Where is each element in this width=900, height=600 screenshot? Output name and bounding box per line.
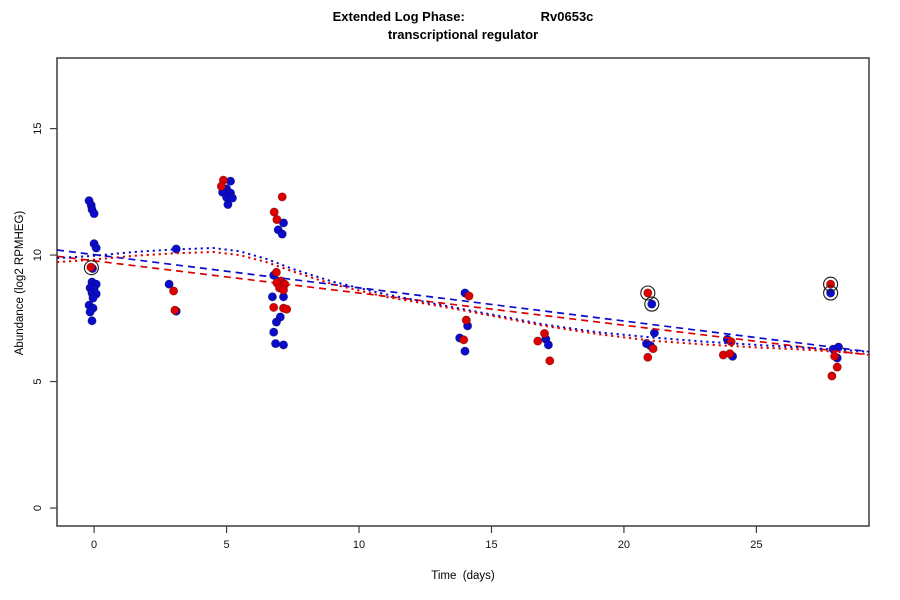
x-tick-label: 10 xyxy=(353,539,365,551)
x-tick-label: 25 xyxy=(750,539,762,551)
blue-points-marker xyxy=(171,244,181,254)
blue-points-marker xyxy=(227,193,237,203)
red-points-marker xyxy=(464,291,474,301)
red-points-marker xyxy=(86,262,96,272)
y-axis-label: Abundance (log2 RPMHEG) xyxy=(14,210,26,356)
plot-border xyxy=(56,57,870,527)
blue-points-marker xyxy=(278,340,289,350)
red-points-marker xyxy=(461,315,471,325)
red-dashed-trend xyxy=(56,255,870,356)
blue-points-marker xyxy=(269,327,279,337)
red-points-marker xyxy=(271,267,281,277)
highlight-ring xyxy=(823,276,839,292)
x-tick-label: 15 xyxy=(485,539,497,551)
blue-points-marker xyxy=(460,346,470,356)
red-points-marker xyxy=(832,362,842,372)
y-tick-label: 10 xyxy=(32,249,44,261)
blue-dashed-trend xyxy=(56,249,870,353)
red-points-marker xyxy=(539,328,550,339)
blue-points-marker xyxy=(164,279,174,289)
blue-points-marker xyxy=(543,340,553,350)
x-tick-label: 5 xyxy=(223,539,229,551)
red-points-marker xyxy=(282,304,292,314)
highlight-ring xyxy=(644,296,660,312)
blue-points-marker xyxy=(271,339,281,349)
red-points-marker xyxy=(272,215,282,225)
y-tick-label: 15 xyxy=(32,122,44,134)
x-axis-label: Time (days) xyxy=(431,570,495,582)
highlight-ring xyxy=(823,285,839,301)
red-points-marker xyxy=(269,302,279,312)
highlight-ring xyxy=(640,285,656,301)
red-points-marker xyxy=(545,356,555,366)
blue-points-marker xyxy=(91,243,101,253)
x-tick-label: 0 xyxy=(91,539,97,551)
chart-title: Extended Log Phase: Rv0653c transcriptio… xyxy=(26,8,900,44)
red-points-marker xyxy=(643,352,653,362)
red-points-marker xyxy=(278,285,289,295)
blue-points-marker xyxy=(85,307,95,317)
red-points-marker xyxy=(269,207,279,217)
red-points-marker xyxy=(169,286,179,296)
red-points-marker xyxy=(533,336,543,346)
y-tick-label: 5 xyxy=(32,378,44,384)
chart-title-line2: transcriptional regulator xyxy=(387,27,539,42)
highlight-ring xyxy=(83,260,99,276)
y-tick-label: 0 xyxy=(32,505,44,511)
chart-title-line1: Extended Log Phase: Rv0653c xyxy=(332,9,594,24)
red-points-marker xyxy=(725,349,735,359)
red-points-marker xyxy=(643,288,653,298)
red-points-marker xyxy=(648,344,658,354)
blue-points-marker xyxy=(271,317,281,327)
blue-points-marker xyxy=(89,209,99,219)
blue-points-marker xyxy=(223,199,233,210)
red-dotted-smooth xyxy=(56,250,870,356)
blue-dotted-smooth xyxy=(56,246,870,353)
red-points-marker xyxy=(830,351,840,361)
blue-points-marker xyxy=(87,316,97,326)
blue-points-marker xyxy=(277,229,287,239)
red-points-marker xyxy=(726,337,736,347)
red-points-marker xyxy=(216,181,226,191)
red-points-marker xyxy=(827,371,837,381)
red-points-marker xyxy=(170,305,180,315)
blue-points-marker xyxy=(267,292,277,302)
red-points-marker xyxy=(459,335,469,345)
blue-points-marker xyxy=(88,293,98,303)
blue-points-marker xyxy=(647,299,657,309)
x-tick-label: 20 xyxy=(618,539,630,551)
red-points-marker xyxy=(277,192,287,202)
